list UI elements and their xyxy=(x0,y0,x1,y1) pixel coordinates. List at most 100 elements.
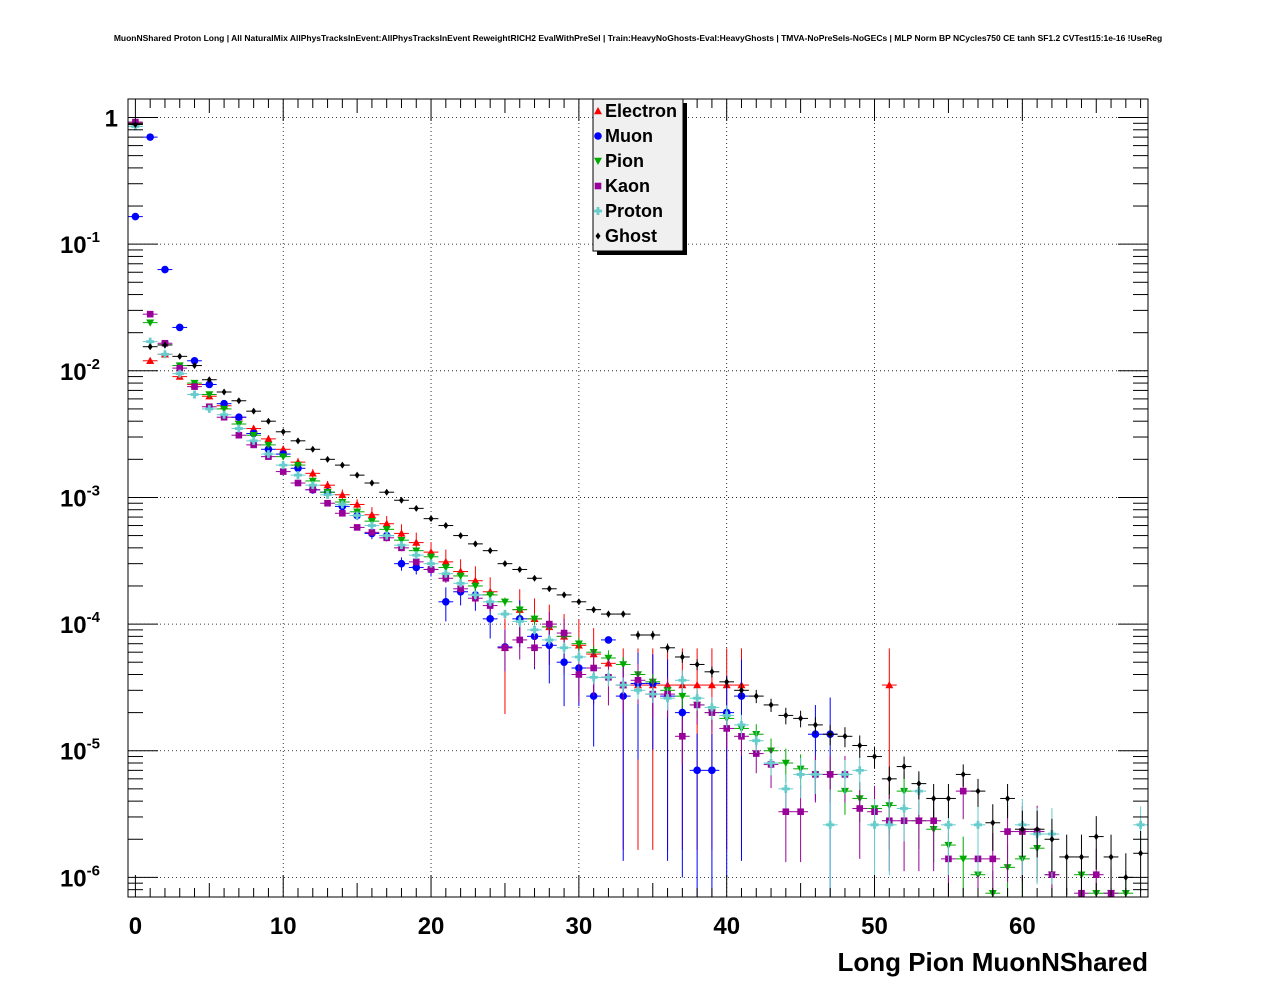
muon-point xyxy=(811,730,820,739)
ghost-point xyxy=(960,770,966,778)
proton-point xyxy=(308,481,317,490)
kaon-point xyxy=(412,558,420,566)
pion-point xyxy=(220,405,229,413)
proton-point xyxy=(175,369,184,378)
proton-point xyxy=(944,820,953,829)
kaon-point xyxy=(989,855,997,863)
series-ghost xyxy=(128,121,1148,897)
proton-point xyxy=(678,676,687,685)
pion-point xyxy=(146,319,155,327)
ghost-point xyxy=(546,585,552,593)
proton-point xyxy=(663,694,672,703)
y-tick-label: 10-1 xyxy=(60,229,100,259)
y-tick-exponent: -2 xyxy=(87,356,100,373)
kaon-point xyxy=(324,499,331,507)
ghost-point xyxy=(192,362,198,370)
ghost-point xyxy=(339,461,345,469)
proton-point xyxy=(1136,820,1145,829)
ghost-point xyxy=(945,794,951,802)
ghost-point xyxy=(901,763,907,771)
pion-point xyxy=(427,553,436,561)
electron-point xyxy=(693,681,702,689)
kaon-point xyxy=(457,585,464,593)
kaon-point xyxy=(723,725,730,732)
ghost-point xyxy=(1108,853,1114,861)
kaon-point xyxy=(250,441,257,449)
ghost-point xyxy=(517,565,523,573)
electron-point xyxy=(397,529,406,537)
legend-marker-proton xyxy=(594,207,602,215)
kaon-point xyxy=(634,676,642,684)
pion-point xyxy=(500,598,509,606)
series-electron xyxy=(128,119,897,850)
ghost-point xyxy=(561,591,567,599)
kaon-point xyxy=(752,750,760,757)
ghost-point xyxy=(251,407,257,415)
electron-point xyxy=(338,490,347,498)
muon-point xyxy=(205,380,214,389)
proton-point xyxy=(486,597,495,606)
ghost-point xyxy=(1034,825,1040,833)
ghost-point xyxy=(354,471,360,479)
ghost-point xyxy=(1019,825,1025,833)
proton-point xyxy=(427,559,436,568)
ghost-point xyxy=(369,479,375,487)
muon-point xyxy=(412,563,421,572)
muon-point xyxy=(264,445,273,454)
proton-point xyxy=(693,694,702,703)
kaon-point xyxy=(546,620,553,628)
proton-point xyxy=(826,820,835,829)
electron-point xyxy=(707,681,716,689)
kaon-point xyxy=(279,468,287,475)
ghost-point xyxy=(458,532,464,540)
kaon-point xyxy=(353,524,361,531)
ghost-point xyxy=(177,352,183,360)
muon-point xyxy=(604,636,613,644)
kaon-point xyxy=(797,808,804,816)
ghost-point xyxy=(812,721,818,729)
legend-marker-muon xyxy=(594,132,602,140)
kaon-point xyxy=(442,574,450,582)
proton-point xyxy=(619,681,628,690)
proton-point xyxy=(279,461,288,470)
proton-point xyxy=(900,804,909,813)
ghost-point xyxy=(916,780,922,788)
muon-point xyxy=(708,766,716,775)
pion-point xyxy=(397,536,406,545)
proton-point xyxy=(205,404,214,413)
ghost-point xyxy=(665,644,671,652)
proton-point xyxy=(471,590,480,599)
ghost-point xyxy=(872,753,878,761)
chart-title: MuonNShared Proton Long | All NaturalMix… xyxy=(113,33,1163,43)
proton-point xyxy=(589,673,598,682)
pion-point xyxy=(619,661,628,669)
electron-point xyxy=(323,481,332,489)
proton-point xyxy=(574,652,583,661)
ghost-point xyxy=(384,488,390,496)
ghost-point xyxy=(694,660,700,668)
kaon-point xyxy=(501,644,509,652)
proton-point xyxy=(441,569,450,578)
ghost-point xyxy=(576,598,582,606)
ghost-point xyxy=(709,668,715,676)
y-tick-label: 10-2 xyxy=(60,356,100,386)
pion-point xyxy=(604,654,613,662)
kaon-point xyxy=(516,636,524,644)
pion-point xyxy=(530,615,539,623)
proton-point xyxy=(530,625,539,634)
ghost-point xyxy=(472,540,478,548)
muon-point xyxy=(190,356,199,365)
proton-point xyxy=(146,337,155,346)
proton-point xyxy=(220,410,229,419)
x-axis-ticks: 0 10 20 30 40 50 60 xyxy=(129,99,1142,940)
ghost-point xyxy=(162,341,168,349)
ghost-point xyxy=(310,445,316,453)
proton-point xyxy=(249,436,258,445)
electron-point xyxy=(441,557,450,566)
proton-point xyxy=(367,521,376,530)
ghost-point xyxy=(827,730,833,738)
y-tick-exponent: -5 xyxy=(87,736,100,753)
legend: Electron Muon Pion Kaon Proton Ghost xyxy=(592,98,687,255)
y-tick-exponent: -3 xyxy=(87,482,100,499)
y-tick-exponent: -4 xyxy=(87,609,101,626)
